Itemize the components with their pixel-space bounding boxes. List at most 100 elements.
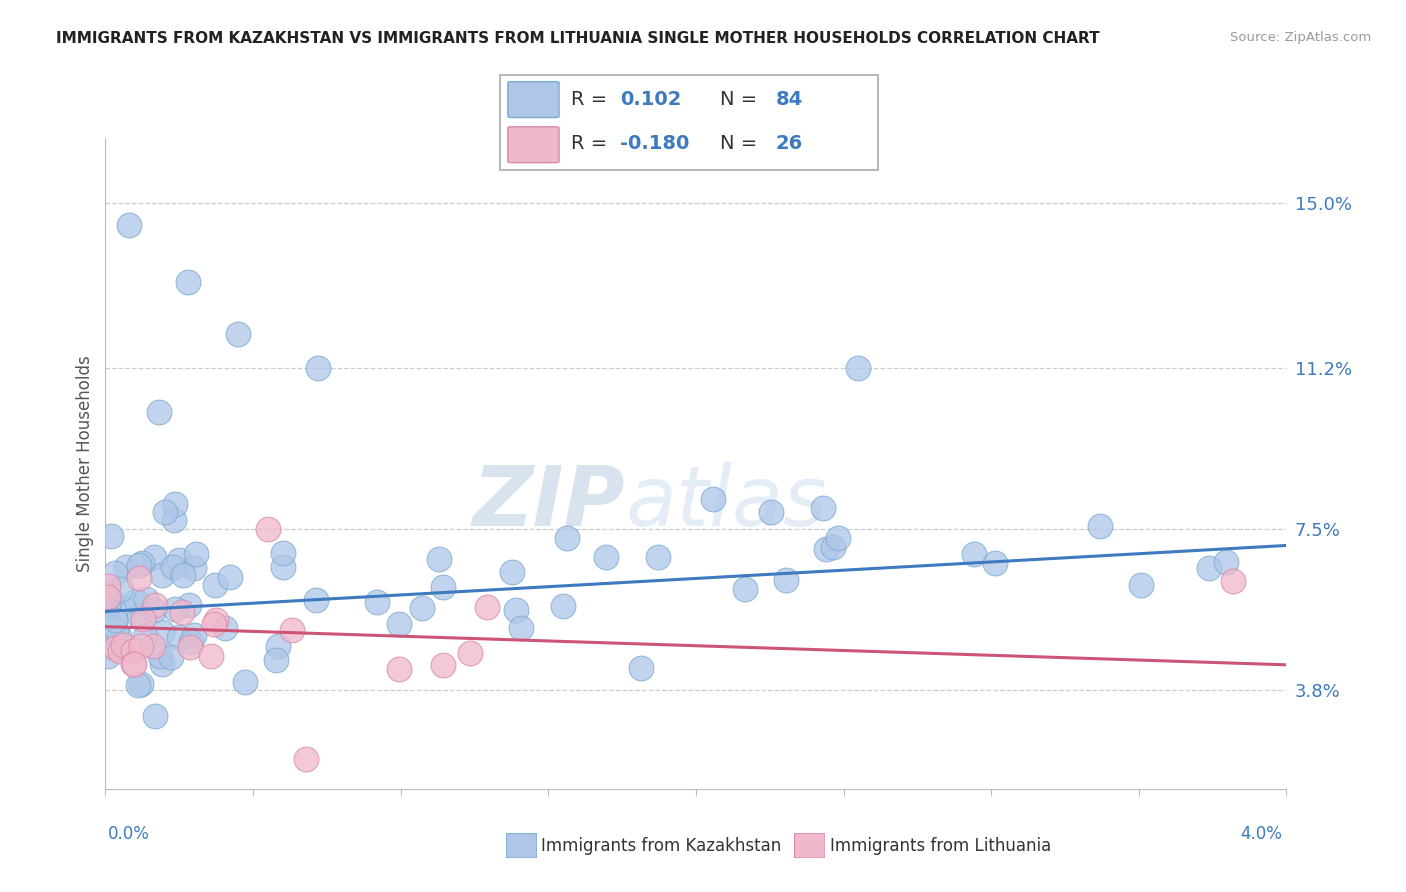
Point [115,559,138,574]
Point [97,599,120,613]
Point [104,566,127,580]
Point [1198,561,1220,575]
Point [97,597,120,611]
Point [366,595,388,609]
Point [135,591,157,606]
Point [129,640,152,654]
Point [163,602,186,616]
Point [388,662,411,676]
Point [205,613,228,627]
Point [162,560,184,574]
Point [183,560,205,574]
Point [267,639,290,653]
Point [823,540,845,554]
Point [235,675,257,690]
Point [128,608,150,623]
Point [118,218,141,232]
Point [759,505,782,519]
Text: 4.0%: 4.0% [1240,825,1282,843]
Point [110,643,132,657]
Text: ZIP: ZIP [472,462,626,543]
Point [226,326,250,341]
Point [702,492,724,507]
Point [1129,578,1152,592]
Point [177,275,200,289]
Point [204,577,226,591]
Point [104,640,127,655]
Point [148,405,170,419]
Text: R =: R = [571,134,613,153]
Point [432,657,454,672]
Text: Source: ZipAtlas.com: Source: ZipAtlas.com [1230,31,1371,45]
Point [264,653,287,667]
Point [475,600,498,615]
Point [97,639,120,653]
Text: atlas: atlas [626,462,827,543]
Point [122,657,145,672]
Point [963,547,986,561]
Text: Immigrants from Kazakhstan: Immigrants from Kazakhstan [541,837,782,855]
Point [150,657,173,671]
Text: N =: N = [720,134,763,153]
Point [1215,555,1237,569]
Point [271,560,294,574]
Point [142,603,165,617]
Point [100,528,122,542]
Point [149,648,172,663]
Point [307,361,329,376]
Point [846,361,869,376]
Point [110,582,132,596]
Point [155,505,177,519]
Point [458,646,481,660]
Point [132,612,155,626]
Point [112,601,135,615]
Point [131,677,153,691]
Text: Immigrants from Lithuania: Immigrants from Lithuania [830,837,1050,855]
Point [256,522,278,536]
Point [127,677,149,691]
Point [505,602,527,616]
Point [734,582,756,596]
Text: 0.0%: 0.0% [108,825,150,843]
Point [595,549,617,564]
Point [555,532,578,546]
FancyBboxPatch shape [506,833,537,858]
Point [125,593,148,607]
FancyBboxPatch shape [794,833,825,858]
Point [150,568,173,582]
Point [167,552,190,566]
Point [295,752,318,766]
Point [177,599,200,613]
FancyBboxPatch shape [508,127,560,162]
Point [305,593,328,607]
Point [214,621,236,635]
Point [184,547,207,561]
Point [167,630,190,644]
Point [180,635,202,649]
Text: IMMIGRANTS FROM KAZAKHSTAN VS IMMIGRANTS FROM LITHUANIA SINGLE MOTHER HOUSEHOLDS: IMMIGRANTS FROM KAZAKHSTAN VS IMMIGRANTS… [56,31,1099,46]
Point [811,501,834,516]
Point [142,639,165,653]
Point [97,579,120,593]
Point [104,623,127,637]
Point [100,593,122,607]
FancyBboxPatch shape [508,81,560,118]
Point [134,629,156,643]
Text: 26: 26 [776,134,803,153]
Point [271,546,294,560]
Point [107,629,129,643]
Point [172,568,194,582]
Point [553,599,575,613]
Point [200,648,222,663]
Point [984,556,1007,570]
Point [128,571,150,585]
Point [143,598,166,612]
FancyBboxPatch shape [501,76,877,169]
Y-axis label: Single Mother Households: Single Mother Households [76,356,94,572]
Point [142,550,165,565]
Point [150,625,173,640]
Point [1222,574,1244,588]
Point [122,644,145,658]
Text: 0.102: 0.102 [620,90,682,109]
Text: 84: 84 [776,90,803,109]
